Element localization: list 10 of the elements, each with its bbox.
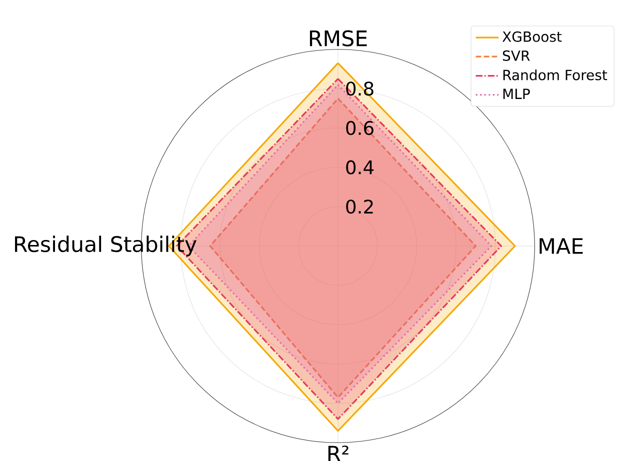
legend-label: XGBoost [502, 31, 562, 42]
y-tick-label: 0.2 [346, 200, 373, 214]
legend-label: Random Forest [503, 69, 608, 80]
y-tick-label: 0.4 [346, 160, 374, 174]
y-tick-label: 0.6 [346, 120, 374, 136]
spoke-label: MAE [540, 238, 583, 254]
spoke-label: RMSE [310, 30, 367, 46]
legend-label: SVR [502, 50, 530, 61]
legend-label: MLP [503, 88, 530, 99]
spoke-label: R² [328, 446, 348, 461]
